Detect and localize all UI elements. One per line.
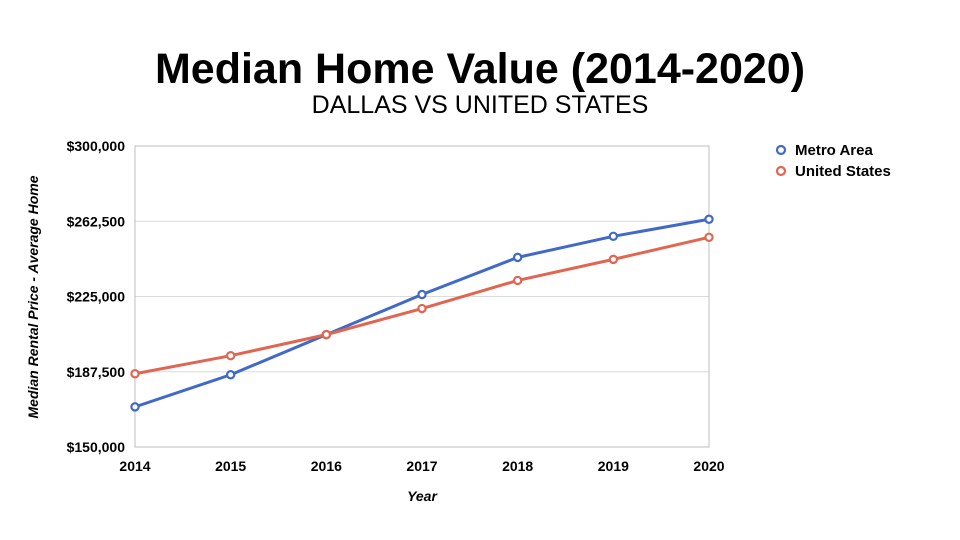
- legend: Metro Area United States: [775, 142, 891, 180]
- x-tick-label: 2016: [311, 458, 342, 474]
- series-point: [704, 232, 714, 243]
- x-tick-label: 2019: [598, 458, 629, 474]
- x-tick-label: 2017: [406, 458, 437, 474]
- y-tick-label: $225,000: [67, 289, 126, 305]
- series-point: [321, 329, 332, 340]
- y-tick-label: $150,000: [67, 439, 126, 455]
- x-tick-label: 2014: [119, 458, 150, 474]
- y-tick-label: $300,000: [67, 138, 126, 154]
- y-axis-ticks: $150,000 $187,500 $225,000 $262,500 $300,000: [67, 138, 126, 455]
- legend-label: Metro Area: [795, 142, 873, 159]
- series-point: [225, 370, 236, 380]
- series-point: [608, 231, 619, 241]
- series-point: [608, 254, 619, 265]
- x-tick-label: 2020: [693, 458, 724, 474]
- series-point: [417, 303, 427, 314]
- y-axis-label: Median Rental Price - Average Home: [25, 175, 41, 418]
- series-layer: [130, 214, 714, 412]
- series-point: [130, 369, 140, 379]
- y-tick-label: $187,500: [67, 364, 126, 380]
- legend-marker: [775, 144, 787, 156]
- legend-marker: [775, 165, 787, 177]
- series-point: [704, 214, 714, 224]
- series-point: [417, 289, 427, 300]
- x-axis-label: Year: [407, 488, 438, 504]
- legend-label: United States: [795, 163, 891, 180]
- series-point: [130, 402, 140, 412]
- series-point: [512, 275, 523, 286]
- plot-area-frame: [134, 145, 710, 448]
- chart-title: Median Home Value (2014-2020): [155, 45, 805, 93]
- x-tick-label: 2015: [215, 458, 246, 474]
- series-point: [225, 350, 236, 361]
- chart-subtitle: DALLAS VS UNITED STATES: [312, 91, 649, 119]
- series-point: [512, 252, 523, 263]
- y-tick-label: $262,500: [67, 213, 126, 229]
- x-tick-label: 2018: [502, 458, 533, 474]
- x-axis-ticks: 2014 2015 2016 2017 2018 2019 2020: [119, 458, 724, 474]
